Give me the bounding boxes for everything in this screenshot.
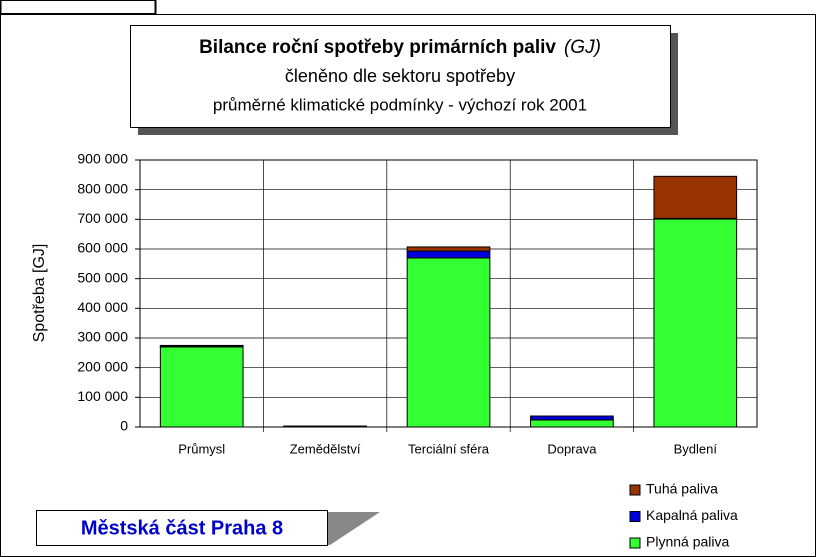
subtitle: členěno dle sektoru spotřeby — [285, 66, 515, 86]
y-tick-label: 500 000 — [77, 269, 128, 285]
x-tick-label: Bydlení — [674, 441, 718, 456]
bar-segment — [406, 257, 491, 428]
legend-label: Tuhá paliva — [646, 481, 718, 497]
x-tick-label: Terciální sféra — [408, 441, 490, 456]
y-tick-label: 600 000 — [77, 240, 128, 256]
legend-swatch — [629, 484, 641, 496]
legend-label: Plynná paliva — [646, 534, 729, 550]
annotation: Městská část Praha 8 — [81, 517, 283, 539]
bar-segment — [653, 175, 738, 219]
y-tick-label: 300 000 — [77, 329, 128, 345]
y-tick-label: 900 000 — [77, 151, 128, 167]
y-tick-label: 700 000 — [77, 210, 128, 226]
y-tick-label: 800 000 — [77, 180, 128, 196]
legend-label: Kapalná paliva — [646, 507, 738, 523]
y-tick-label: 0 — [120, 418, 128, 434]
chart-title: Bilance roční spotřeby primárních paliv (… — [199, 37, 601, 58]
legend-swatch — [629, 537, 641, 549]
bar-segment — [159, 346, 244, 428]
y-tick-label: 100 000 — [77, 388, 128, 404]
y-tick-label: 200 000 — [77, 358, 128, 374]
bar-segment — [530, 415, 614, 421]
annotation-box — [36, 510, 328, 546]
x-tick-label: Doprava — [547, 441, 597, 456]
bar-segment — [159, 344, 244, 347]
legend-swatch — [629, 511, 641, 522]
x-tick-label: Zemědělství — [290, 441, 361, 456]
subtitle: průměrné klimatické podmínky - výchozí r… — [213, 95, 587, 114]
title-unit: (GJ) — [564, 37, 601, 58]
bar-segment — [406, 250, 491, 259]
title-box — [130, 25, 671, 128]
y-tick-label: 400 000 — [77, 299, 128, 315]
tab — [0, 0, 157, 15]
y-axis-label: Spotřeba [GJ] — [31, 244, 48, 343]
title-main: Bilance roční spotřeby primárních paliv — [199, 37, 556, 58]
bar-segment — [530, 419, 614, 428]
bar-segment — [406, 246, 491, 252]
bar-segment — [653, 218, 738, 428]
x-tick-label: Průmysl — [178, 441, 225, 456]
